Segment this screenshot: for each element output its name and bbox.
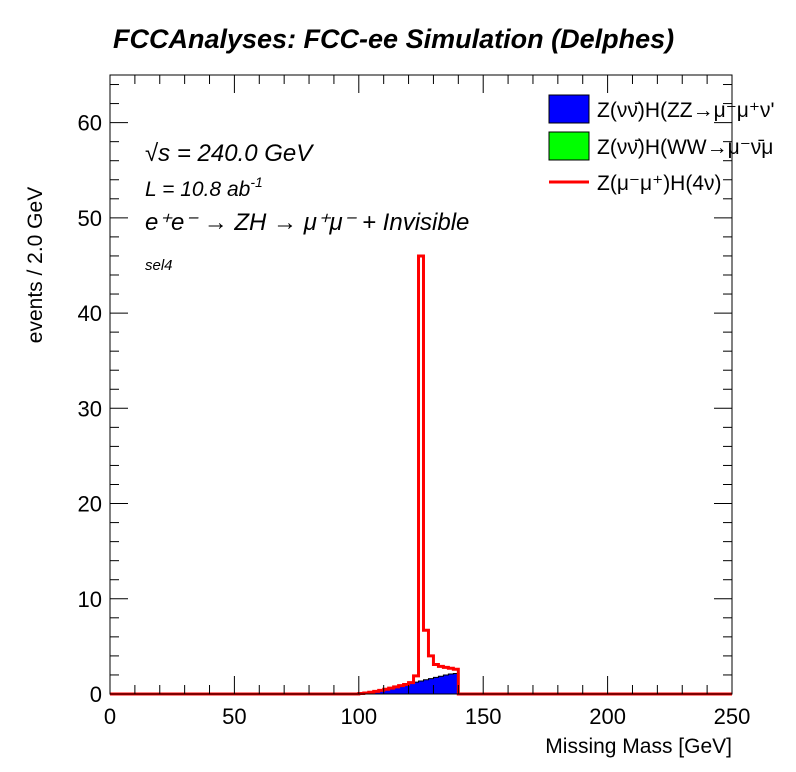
- x-tick-label: 150: [465, 704, 502, 729]
- x-tick-label: 250: [714, 704, 751, 729]
- sqrt-s-text: √s = 240.0 GeV: [145, 140, 314, 167]
- plot-frame: [109, 74, 733, 695]
- histogram-layer: [110, 254, 732, 696]
- y-tick-labels: 0 10 20 30 40 50 60: [78, 111, 102, 707]
- y-tick-label: 0: [90, 682, 102, 707]
- legend-label-2: Z(μ⁻μ⁺)H(4ν): [597, 172, 722, 195]
- legend-label-0: Z(νν̄)H(ZZ→μ⁻μ⁺ν': [597, 99, 775, 122]
- y-tick-label: 40: [78, 301, 102, 326]
- axis-ticks: [109, 75, 733, 695]
- x-tick-label: 100: [340, 704, 377, 729]
- lumi-prefix: L = 10.8 ab: [145, 178, 251, 201]
- legend-swatch-1: [548, 131, 590, 161]
- x-axis-title: Missing Mass [GeV]: [545, 735, 732, 758]
- y-tick-label: 30: [78, 396, 102, 421]
- y-axis-title: events / 2.0 GeV: [24, 187, 47, 343]
- series-2-line: [110, 254, 732, 696]
- annotation-selection: sel4: [145, 257, 173, 274]
- sqrt-symbol: √: [145, 140, 159, 167]
- sqrt-s-value: s = 240.0 GeV: [158, 140, 314, 167]
- legend-label-1: Z(νν̄)H(WW→μ⁻ν̄μ: [597, 136, 773, 159]
- x-tick-labels: 0 50 100 150 200 250: [104, 704, 750, 729]
- annotation-luminosity: L = 10.8 ab-1: [145, 174, 263, 201]
- chart-title: FCCAnalyses: FCC-ee Simulation (Delphes): [113, 24, 674, 54]
- x-tick-label: 200: [589, 704, 626, 729]
- x-tick-label: 50: [222, 704, 246, 729]
- annotation-sqrt-s: √s = 240.0 GeV: [145, 140, 314, 167]
- lumi-exponent: -1: [250, 174, 262, 190]
- y-tick-label: 20: [78, 492, 102, 517]
- x-tick-label: 0: [104, 704, 116, 729]
- y-tick-label: 10: [78, 587, 102, 612]
- annotation-process: e⁺e⁻ → ZH → μ⁺μ⁻ + Invisible: [145, 209, 469, 236]
- y-tick-label: 50: [78, 206, 102, 231]
- y-tick-label: 60: [78, 111, 102, 136]
- legend-swatch-0: [548, 94, 590, 124]
- series-0-area: [110, 673, 732, 695]
- legend: Z(νν̄)H(ZZ→μ⁻μ⁺ν' Z(νν̄)H(WW→μ⁻ν̄μ Z(μ⁻μ⁺)…: [548, 94, 775, 195]
